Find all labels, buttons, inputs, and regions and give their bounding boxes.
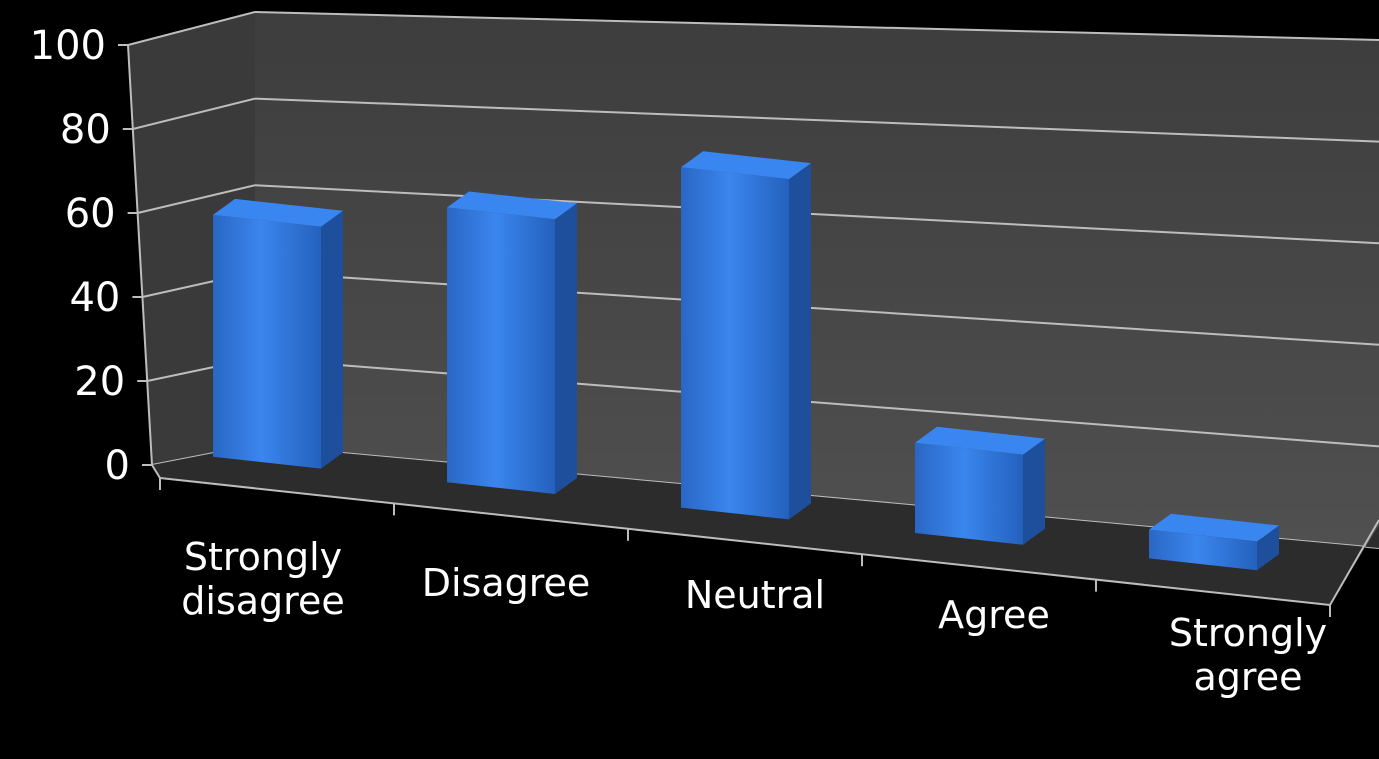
- x-tick-label: Neutral: [685, 573, 825, 617]
- x-axis-depth-line: [1329, 519, 1379, 606]
- gridline-side: [132, 97, 256, 130]
- bar-top: [1149, 513, 1279, 542]
- bar-front: [213, 214, 321, 469]
- bar-4: [1149, 513, 1279, 571]
- bar-top: [681, 151, 811, 180]
- bar-top: [915, 426, 1045, 455]
- gridline-side: [137, 184, 256, 214]
- bar-front: [1149, 529, 1257, 571]
- bar-1: [447, 191, 577, 495]
- axes: [118, 44, 1379, 617]
- y-axis-line: [127, 44, 153, 466]
- gridline: [254, 184, 1379, 245]
- x-tick-label: Strongly agree: [1169, 611, 1327, 699]
- floor: [152, 445, 1379, 605]
- y-tick-label: 0: [105, 443, 130, 489]
- y-tick-label: 40: [69, 275, 120, 321]
- bar-front: [681, 167, 789, 520]
- bar-front: [447, 207, 555, 494]
- bars: [213, 151, 1279, 571]
- labels: 0 20 40 60 80 100 Strongly disagree Disagree Neut…: [30, 23, 1328, 699]
- y-tick-label: 60: [65, 191, 116, 237]
- bar-side: [1023, 438, 1045, 545]
- bar-top: [213, 198, 343, 227]
- bar-2: [681, 151, 811, 520]
- gridline-side: [127, 11, 256, 46]
- y-tick-label: 20: [74, 359, 125, 405]
- bar-side: [789, 163, 811, 520]
- x-tick-label: Strongly disagree: [181, 535, 344, 623]
- bar-side: [1257, 525, 1279, 571]
- bar-front: [915, 442, 1023, 545]
- gridline: [254, 270, 1379, 346]
- gridline: [254, 97, 1379, 143]
- bar-0: [213, 198, 343, 469]
- bar-side: [321, 210, 343, 469]
- gridline: [254, 357, 1379, 448]
- x-tick-label: Agree: [938, 593, 1050, 637]
- y-tick-label: 80: [60, 107, 111, 153]
- bar-3: [915, 426, 1045, 545]
- bar-side: [555, 203, 577, 495]
- bar-top: [447, 191, 577, 220]
- y-tick-label: 100: [30, 23, 106, 69]
- gridline: [254, 11, 1379, 41]
- x-tick-label: Disagree: [422, 561, 591, 605]
- axis-corner: [151, 464, 161, 479]
- chart-floor: [152, 445, 1379, 605]
- x-axis-line: [159, 477, 1331, 606]
